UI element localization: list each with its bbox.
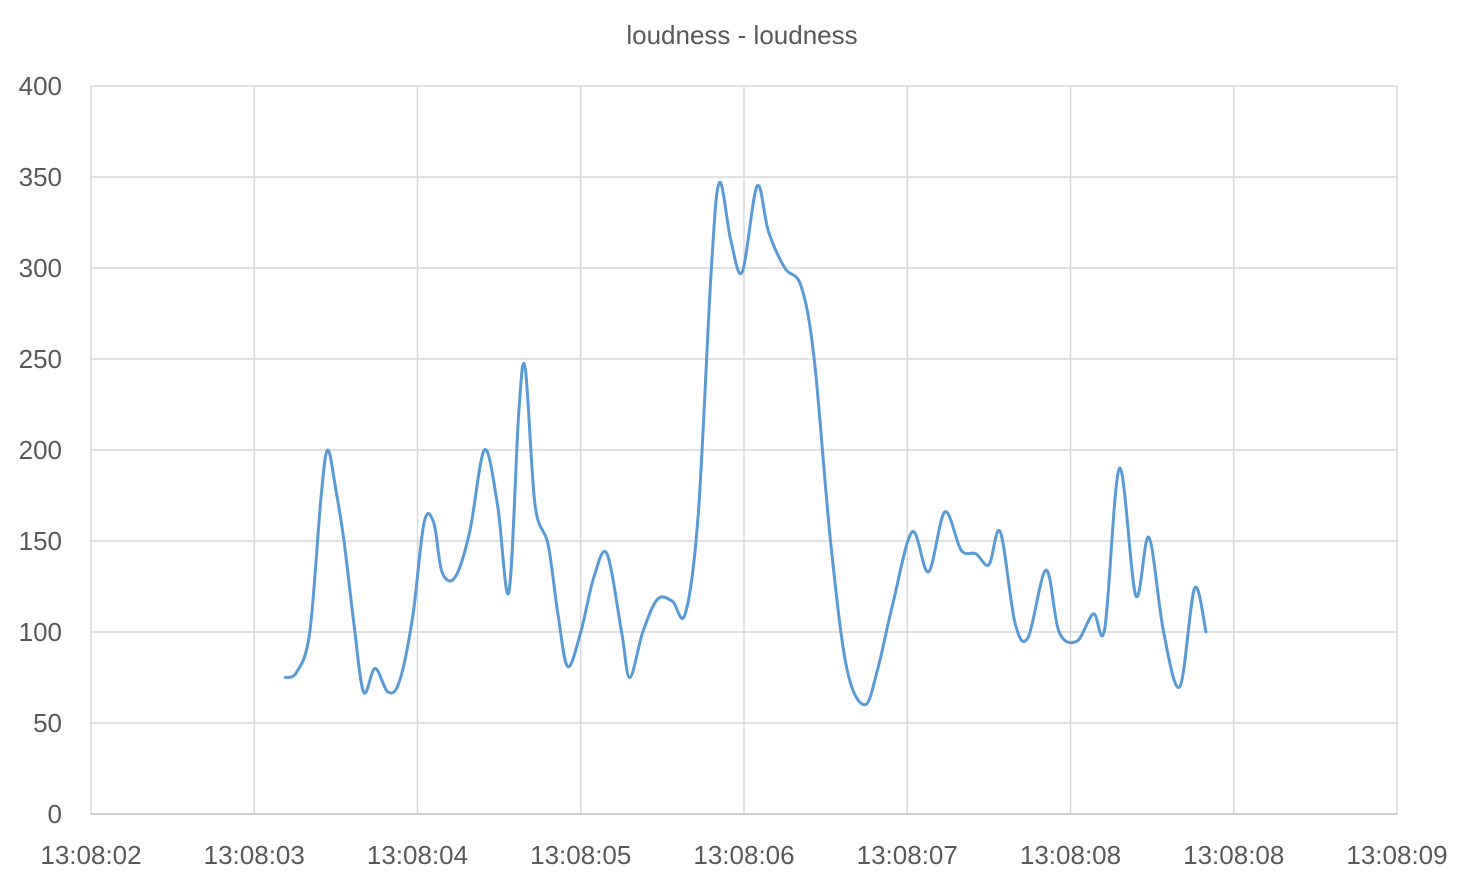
x-axis-tick-labels: 13:08:02 13:08:03 13:08:04 13:08:05 13:08:06… xyxy=(40,840,1447,870)
y-tick-label: 300 xyxy=(19,253,62,283)
x-tick-label: 13:08:05 xyxy=(530,840,631,870)
y-tick-label: 150 xyxy=(19,526,62,556)
chart-title: loudness - loudness xyxy=(626,20,857,50)
x-tick-label: 13:08:09 xyxy=(1346,840,1447,870)
y-tick-label: 250 xyxy=(19,344,62,374)
y-tick-label: 400 xyxy=(19,71,62,101)
y-tick-label: 0 xyxy=(48,799,62,829)
x-tick-label: 13:08:08 xyxy=(1020,840,1121,870)
x-tick-label: 13:08:03 xyxy=(204,840,305,870)
y-tick-label: 100 xyxy=(19,617,62,647)
x-tick-label: 13:08:08 xyxy=(1183,840,1284,870)
y-tick-label: 350 xyxy=(19,162,62,192)
y-tick-label: 50 xyxy=(33,708,62,738)
y-tick-label: 200 xyxy=(19,435,62,465)
x-tick-label: 13:08:04 xyxy=(367,840,468,870)
x-tick-label: 13:08:07 xyxy=(857,840,958,870)
y-axis-tick-labels: 0 50 100 150 200 250 300 350 400 xyxy=(19,71,62,829)
series-line-loudness xyxy=(283,180,1208,707)
series-layer xyxy=(283,180,1208,707)
x-gridlines xyxy=(90,86,1398,814)
x-tick-label: 13:08:02 xyxy=(40,840,141,870)
x-tick-label: 13:08:06 xyxy=(693,840,794,870)
